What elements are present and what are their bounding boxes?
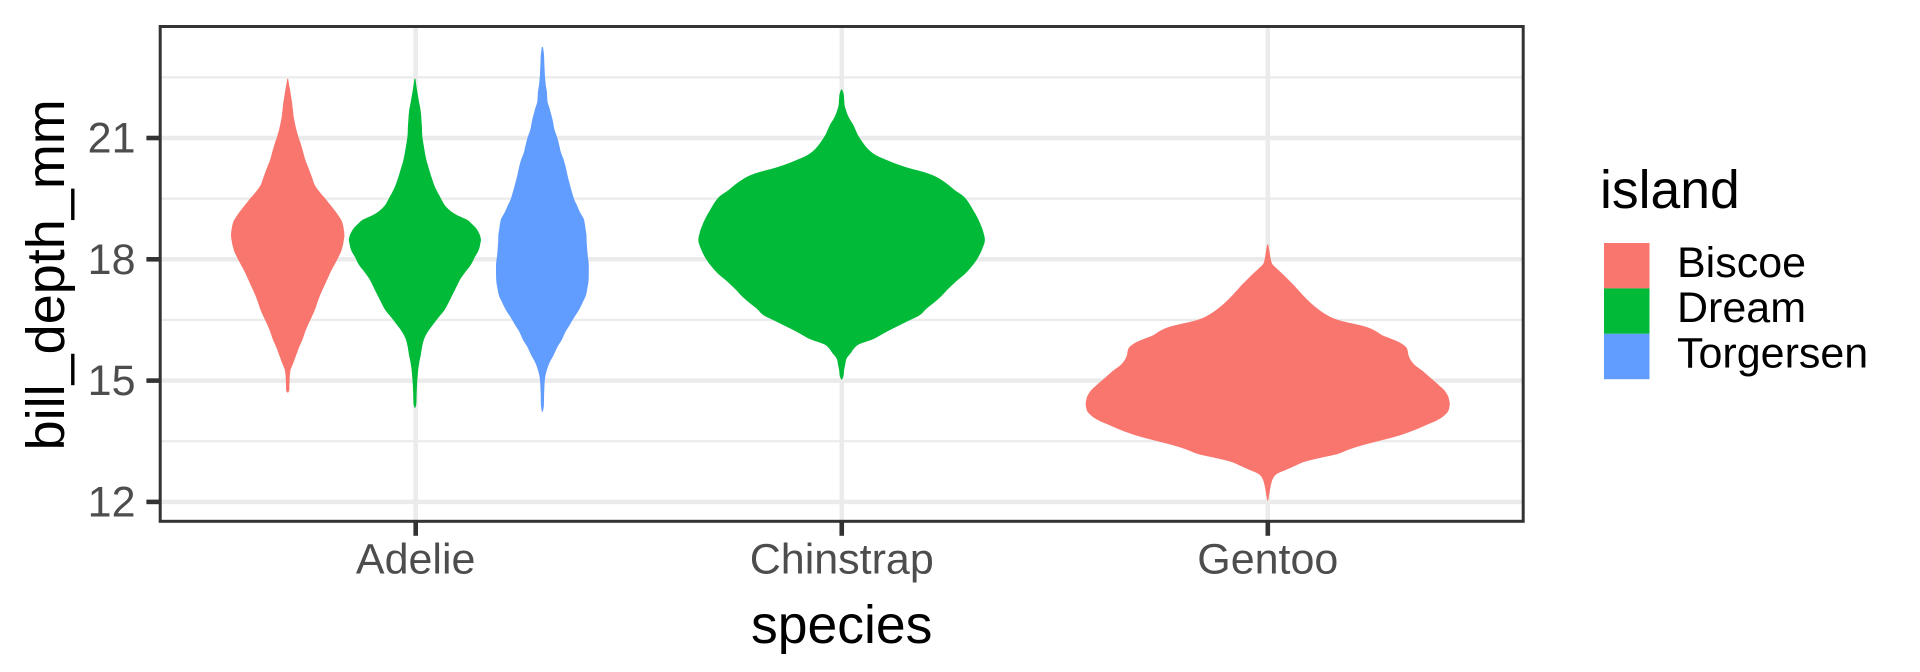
svg-text:Torgersen: Torgersen <box>1677 330 1868 378</box>
svg-text:species: species <box>751 596 932 655</box>
svg-text:15: 15 <box>88 357 136 405</box>
svg-text:Dream: Dream <box>1677 284 1806 332</box>
svg-text:12: 12 <box>88 479 136 527</box>
svg-text:21: 21 <box>88 115 136 163</box>
svg-text:Gentoo: Gentoo <box>1197 536 1338 584</box>
svg-text:Chinstrap: Chinstrap <box>750 536 934 584</box>
svg-text:18: 18 <box>88 236 136 284</box>
svg-text:island: island <box>1600 161 1740 220</box>
svg-text:Adelie: Adelie <box>356 536 476 584</box>
svg-text:Biscoe: Biscoe <box>1677 239 1806 287</box>
svg-text:bill_depth_mm: bill_depth_mm <box>16 99 76 450</box>
